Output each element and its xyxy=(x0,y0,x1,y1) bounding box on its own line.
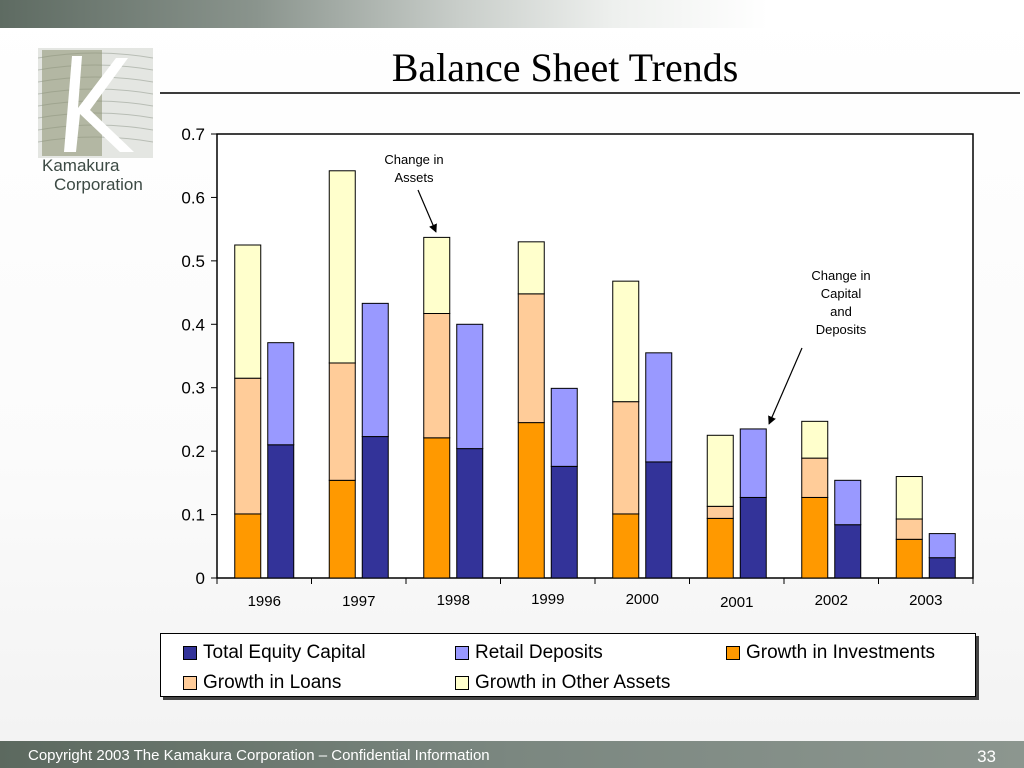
y-tick-label: 0.6 xyxy=(181,188,205,207)
legend-swatch xyxy=(455,646,469,660)
bar-segment xyxy=(456,448,484,579)
stacked-bar-chart: 0 0.1 0.2 0.3 0.4 0.5 0.6 0.7 1996 1997 1998 1999 20… xyxy=(181,125,974,611)
chart-legend: Total Equity Capital Retail Deposits Gro… xyxy=(160,633,976,697)
legend-item-retail-deposits: Retail Deposits xyxy=(455,642,603,664)
legend-swatch xyxy=(183,646,197,660)
annotation-assets-line-2: Assets xyxy=(394,170,434,185)
y-tick-label: 0 xyxy=(196,569,205,588)
bar-segment xyxy=(423,313,451,439)
legend-item-growth-in-investments: Growth in Investments xyxy=(726,642,935,664)
y-tick-label: 0.2 xyxy=(181,442,205,461)
bar-segment xyxy=(550,387,578,467)
bar-segment xyxy=(801,496,829,579)
annotation-arrow-assets xyxy=(417,189,437,233)
bar-segment xyxy=(517,422,545,579)
bar-segment xyxy=(550,465,578,579)
legend-label: Growth in Other Assets xyxy=(475,672,671,693)
bar-segment xyxy=(928,557,956,579)
logo-line-2: Corporation xyxy=(54,175,143,194)
annotation-capital-line-4: Deposits xyxy=(815,322,867,337)
x-tick-label: 1998 xyxy=(437,592,470,609)
legend-label: Retail Deposits xyxy=(475,642,603,663)
legend-item-growth-in-loans: Growth in Loans xyxy=(183,672,341,694)
bar-segment xyxy=(645,352,673,463)
bar-segment xyxy=(895,518,923,540)
x-tick-label: 2000 xyxy=(626,591,659,608)
bar-segment xyxy=(328,479,356,579)
bar-segment xyxy=(834,524,862,579)
bar-segment xyxy=(739,428,767,498)
logo-text: Kamakura Corporation xyxy=(42,156,143,194)
x-tick-label: 1996 xyxy=(248,593,281,610)
legend-swatch xyxy=(183,676,197,690)
legend-swatch xyxy=(726,646,740,660)
annotation-change-in-capital: Change in Capital and Deposits xyxy=(796,267,886,339)
company-logo: Kamakura Corporation xyxy=(38,48,153,198)
annotation-change-in-assets: Change in Assets xyxy=(372,151,456,187)
y-tick-label: 0.3 xyxy=(181,379,205,398)
annotation-assets-line-1: Change in xyxy=(384,152,444,167)
bar-segment xyxy=(801,420,829,459)
bar-segment xyxy=(517,293,545,424)
annotation-capital-line-1: Change in xyxy=(811,268,871,283)
logo-line-1: Kamakura xyxy=(42,156,120,175)
y-tick-label: 0.5 xyxy=(181,252,205,271)
bar-segment xyxy=(739,496,767,579)
y-tick-label: 0.7 xyxy=(181,125,205,144)
bar-segment xyxy=(328,170,356,364)
y-tick-label: 0.1 xyxy=(181,506,205,525)
bar-segment xyxy=(361,302,389,438)
bar-segment xyxy=(706,434,734,507)
bar-segment xyxy=(612,280,640,403)
bar-segment xyxy=(423,236,451,315)
bar-segment xyxy=(895,538,923,579)
bar-segment xyxy=(706,505,734,519)
bar-segment xyxy=(834,479,862,526)
x-tick-label: 2002 xyxy=(815,592,848,609)
legend-swatch xyxy=(455,676,469,690)
bar-segment xyxy=(801,457,829,498)
bar-segment xyxy=(234,377,262,515)
page-number: 33 xyxy=(977,747,996,766)
footer-copyright: Copyright 2003 The Kamakura Corporation … xyxy=(28,747,490,764)
annotation-arrow-capital xyxy=(768,347,803,425)
bar-segment xyxy=(267,444,295,579)
top-stripe xyxy=(0,0,1024,28)
legend-label: Growth in Investments xyxy=(746,642,936,663)
bar-segment xyxy=(895,476,923,520)
y-tick-label: 0.4 xyxy=(181,315,205,334)
bar-segment xyxy=(612,513,640,579)
bar-segment xyxy=(645,461,673,579)
bar-segment xyxy=(612,401,640,515)
annotation-capital-line-3: and xyxy=(830,304,852,319)
annotation-capital-line-2: Capital xyxy=(820,286,862,301)
legend-item-total-equity-capital: Total Equity Capital xyxy=(183,642,366,664)
bar-segment xyxy=(517,241,545,295)
bar-segment xyxy=(234,244,262,379)
x-tick-label: 1997 xyxy=(342,593,375,610)
footer-bar: Copyright 2003 The Kamakura Corporation … xyxy=(0,741,1024,768)
bar-segment xyxy=(456,323,484,450)
legend-label: Growth in Loans xyxy=(203,672,342,693)
x-tick-label: 1999 xyxy=(531,591,564,608)
bar-segment xyxy=(267,342,295,446)
kamakura-logo-mark xyxy=(38,48,153,158)
bar-segment xyxy=(706,517,734,579)
x-tick-label: 2003 xyxy=(909,592,942,609)
bar-segment xyxy=(361,436,389,579)
bar-segment xyxy=(234,513,262,579)
legend-item-growth-in-other-assets: Growth in Other Assets xyxy=(455,672,670,694)
bar-segment xyxy=(423,437,451,579)
slide-title: Balance Sheet Trends xyxy=(391,45,739,90)
legend-label: Total Equity Capital xyxy=(203,642,366,663)
title-rule xyxy=(160,92,1020,94)
x-tick-label: 2001 xyxy=(720,594,753,611)
bar-segment xyxy=(928,533,956,559)
bar-segment xyxy=(328,362,356,481)
